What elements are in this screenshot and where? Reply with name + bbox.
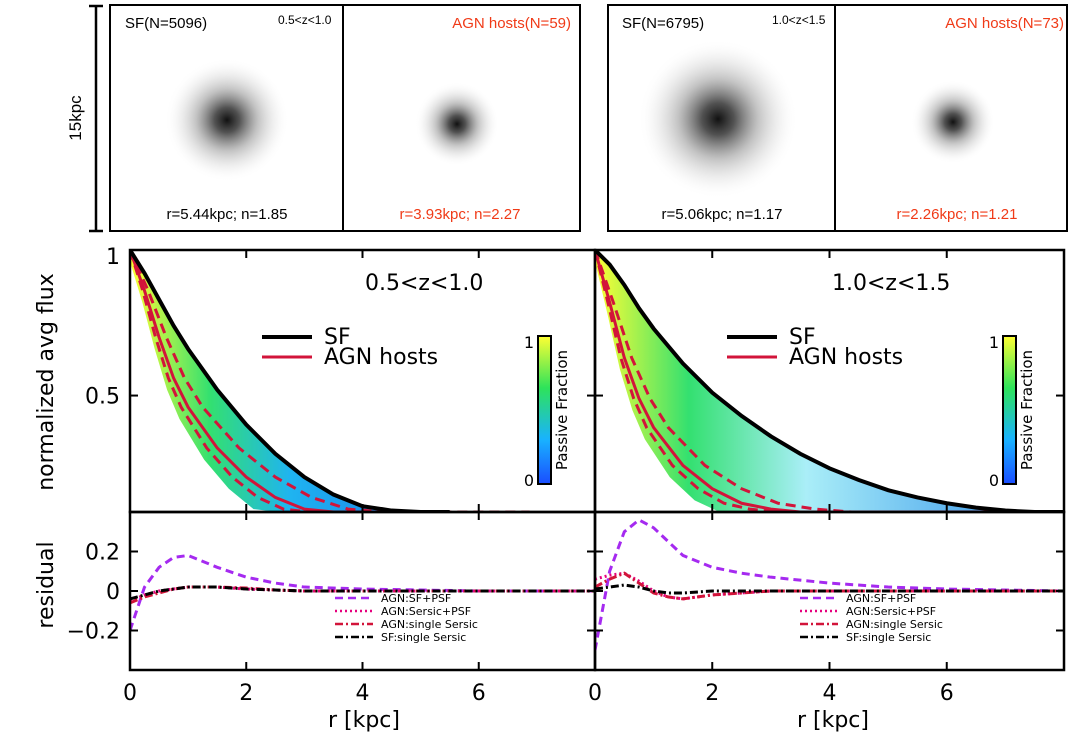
residual-legend-label: AGN:SF+PSF [381,592,451,605]
x-axis-label-left: r [kpc] [328,708,400,733]
colorbar-tick-label: 0 [989,471,999,490]
stamp-sf-highz: SF(N=6795) 1.0<z<1.5 r=5.06kpc; n=1.17 [607,4,836,232]
stamp-sf-lowz: SF(N=5096) 0.5<z<1.0 r=5.44kpc; n=1.85 [109,4,344,232]
y-tick-label: −0.2 [67,620,120,645]
agn-upper-dashed-line [130,250,530,512]
residual-content [130,553,595,631]
stamp-zrange: 1.0<z<1.5 [772,13,826,27]
x-tick-label: 6 [472,681,486,706]
colorbar-tick-label: 0 [524,471,534,490]
x-tick-label: 4 [356,681,370,706]
y-tick-label: 0.2 [85,541,120,566]
legend-sf-label: SF [324,325,351,350]
x-tick-label: 0 [588,681,602,706]
colorbar-tick-label: 1 [989,333,999,352]
y-axis-label-bottom: residual [34,541,59,628]
stamp-zrange: 0.5<z<1.0 [278,13,332,27]
colorbar-label: Passive Fraction [1018,350,1036,470]
residual-line [595,583,1064,595]
residual-line [595,571,1064,601]
legend-agn-label: AGN hosts [789,345,903,370]
y-tick-label: 0 [106,580,120,605]
x-tick-label: 2 [705,681,719,706]
stamp-label: AGN hosts(N=73) [945,15,1064,32]
residual-line [130,585,595,601]
stamp-params: r=3.93kpc; n=2.27 [400,206,521,223]
stamp-label: SF(N=5096) [125,15,207,32]
y-tick-label: 0.5 [85,385,120,410]
agn-lower-dashed-line [130,250,412,512]
x-tick-label: 6 [940,681,954,706]
legend-sf-label: SF [789,325,816,350]
colorbar [537,335,552,485]
residual-line [130,585,595,605]
agn-lower-dashed-line [595,250,1008,512]
sf-line [130,250,450,512]
residual-legend-label: AGN:single Sersic [846,618,943,631]
agn-hosts-line [130,250,450,512]
passive-fraction-fill [130,250,450,512]
residual-legend-label: AGN:single Sersic [381,618,478,631]
top-plot-content [595,250,1064,512]
x-tick-label: 0 [123,681,137,706]
legend-agn-label: AGN hosts [324,345,438,370]
colorbar [1002,335,1017,485]
panel-title: 0.5<z<1.0 [365,271,483,296]
residual-line [130,553,595,631]
scale-bar: 15kpc [66,4,103,233]
residual-content [595,518,1064,651]
residual-legend-label: AGN:Sersic+PSF [846,605,936,618]
residual-legend-label: AGN:Sersic+PSF [381,605,471,618]
x-axis-label-right: r [kpc] [797,708,869,733]
panel-title: 1.0<z<1.5 [832,271,950,296]
residual-line [595,571,1064,601]
stamp-label: SF(N=6795) [622,15,704,32]
agn-hosts-line [595,250,1064,512]
stamp-agn-highz: AGN hosts(N=73) r=2.26kpc; n=1.21 [834,4,1068,232]
scale-bar-label: 15kpc [66,95,85,141]
stamp-params: r=2.26kpc; n=1.21 [897,206,1018,223]
residual-line [595,518,1064,651]
residual-legend-label: SF:single Sersic [846,631,931,644]
y-tick-label: 1 [106,245,120,270]
y-axis-label-top: normalized avg flux [34,273,59,491]
stamp-params: r=5.44kpc; n=1.85 [167,206,288,223]
stamp-params: r=5.06kpc; n=1.17 [662,206,783,223]
top-plot-content [130,250,530,512]
passive-fraction-fill [595,250,1064,512]
x-tick-label: 2 [239,681,253,706]
stamp-label: AGN hosts(N=59) [452,15,571,32]
sf-line [595,250,1064,512]
residual-legend-label: AGN:SF+PSF [846,592,916,605]
residual-legend-label: SF:single Sersic [381,631,466,644]
x-tick-label: 4 [823,681,837,706]
colorbar-label: Passive Fraction [553,350,571,470]
stamp-agn-lowz: AGN hosts(N=59) r=3.93kpc; n=2.27 [342,4,581,232]
colorbar-tick-label: 1 [524,333,534,352]
